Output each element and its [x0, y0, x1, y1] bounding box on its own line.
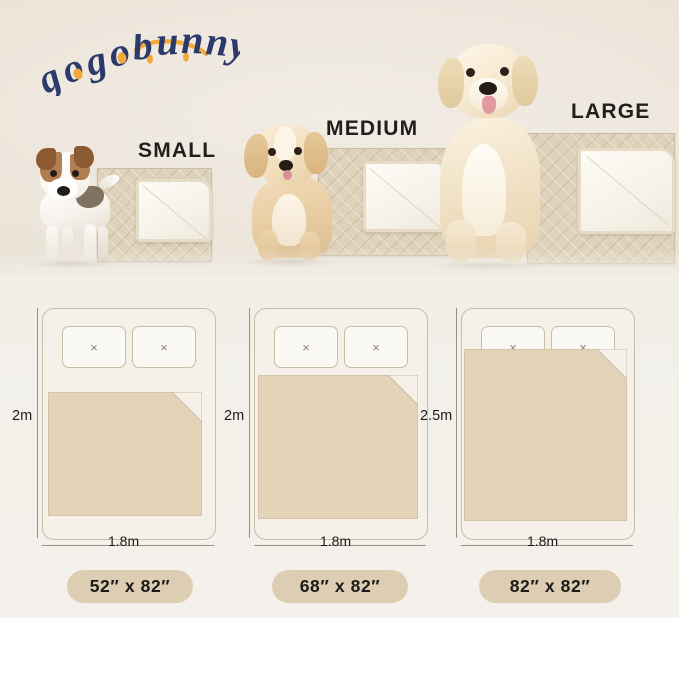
size-label-small: SMALL: [138, 139, 217, 162]
mat-small: [97, 168, 212, 262]
size-label-large: LARGE: [571, 100, 651, 123]
bed-width-label-medium: 1.8m: [320, 533, 352, 549]
bed-height-label-large: 2.5m: [420, 408, 453, 424]
size-pill-large: 82″ x 82″: [479, 570, 621, 603]
bed-width-label-large: 1.8m: [527, 533, 559, 549]
dog-ear-left: [36, 148, 56, 170]
pillow-left: ×: [62, 326, 126, 368]
svg-text:n: n: [181, 34, 204, 62]
pillow-mark-icon: ×: [160, 339, 168, 355]
bed-diagram-medium: × ×: [254, 308, 428, 540]
dog-small: [24, 140, 122, 269]
dog-ear-right: [74, 146, 94, 168]
svg-text:n: n: [204, 34, 230, 65]
bed-height-label-small: 2m: [12, 408, 33, 424]
mat-folded-flap: [578, 148, 675, 235]
dog-ear-right: [304, 132, 328, 174]
svg-text:b: b: [130, 34, 155, 69]
size-label-medium: MEDIUM: [326, 117, 419, 140]
size-pill-medium: 68″ x 82″: [272, 570, 408, 603]
blanket-fold-corner: [597, 349, 627, 379]
mat-medium: [318, 148, 448, 256]
dog-eye-left: [50, 170, 57, 177]
dog-tongue: [482, 96, 496, 114]
blanket-fold-corner: [388, 375, 418, 405]
dog-ear-right: [512, 56, 538, 106]
pillow-mark-icon: ×: [302, 339, 310, 355]
pillow-left: ×: [274, 326, 338, 368]
dog-ear-left: [244, 134, 268, 178]
dog-eye-left: [466, 68, 475, 77]
pillow-right: ×: [132, 326, 196, 368]
mat-large: [527, 133, 675, 264]
mat-folded-flap: [362, 160, 448, 233]
dog-ear-left: [438, 58, 464, 108]
bed-diagram-small: × ×: [42, 308, 216, 540]
bottom-white-strip: [0, 618, 679, 679]
mat-folded-flap: [135, 179, 212, 243]
brand-logo: g o g o b u n n y: [40, 34, 240, 96]
dog-tongue: [283, 170, 292, 180]
blanket-fold-corner: [172, 392, 202, 422]
dog-nose: [479, 82, 497, 95]
size-pill-small: 52″ x 82″: [67, 570, 193, 603]
dog-eye-right: [294, 147, 302, 155]
pillow-mark-icon: ×: [509, 339, 517, 355]
dog-nose: [57, 186, 70, 196]
pillow-mark-icon: ×: [579, 339, 587, 355]
pillow-mark-icon: ×: [90, 339, 98, 355]
blanket-coverage-medium: [258, 375, 418, 519]
blanket-coverage-large: [464, 349, 627, 521]
pillow-right: ×: [344, 326, 408, 368]
dog-eye-right: [500, 67, 509, 76]
dog-nose: [279, 160, 293, 171]
svg-text:u: u: [155, 34, 180, 64]
bed-height-label-medium: 2m: [224, 408, 245, 424]
bed-diagram-large: × ×: [461, 308, 635, 540]
pillow-mark-icon: ×: [372, 339, 380, 355]
dog-eye-right: [72, 170, 79, 177]
dog-eye-left: [268, 148, 276, 156]
bed-width-label-small: 1.8m: [108, 533, 140, 549]
dog-large: [422, 26, 552, 271]
blanket-coverage-small: [48, 392, 202, 516]
